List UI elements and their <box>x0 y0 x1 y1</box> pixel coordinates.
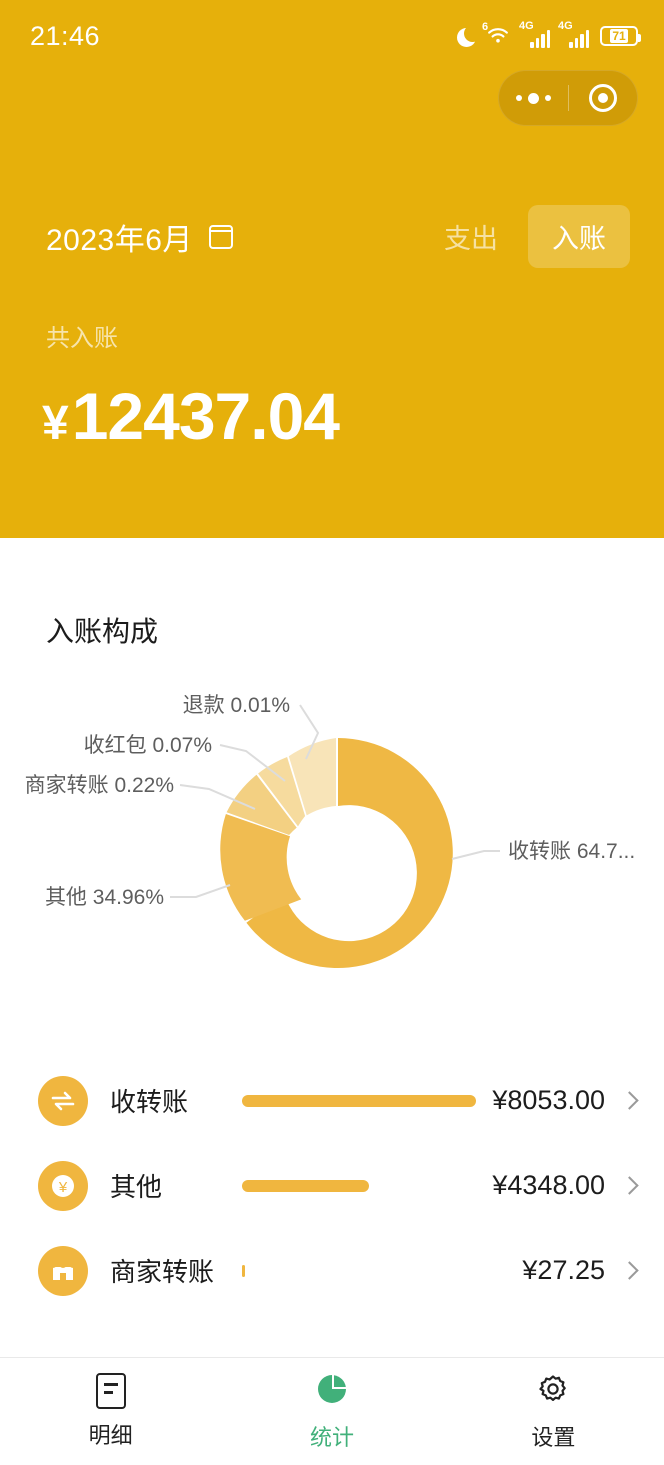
battery-level-label: 71 <box>610 29 628 43</box>
list-item-bar <box>242 1094 477 1107</box>
section-title: 入账构成 <box>46 616 159 647</box>
list-item-bar <box>242 1264 506 1277</box>
category-list: 收转账 ¥8053.00 ¥ 其他 ¥4348.00 <box>0 1058 664 1313</box>
signal-icon-1: 4G <box>519 20 550 48</box>
tab-detail-label: 明细 <box>88 1423 133 1448</box>
network-type-label-2: 4G <box>558 20 573 32</box>
selected-month-label: 2023年6月 <box>46 223 193 257</box>
gear-glyph <box>539 1374 567 1401</box>
list-item[interactable]: 商家转账 ¥27.25 <box>0 1228 664 1313</box>
chevron-right-icon[interactable] <box>620 1091 639 1110</box>
pie-chart-icon <box>315 1372 349 1411</box>
list-item-amount: ¥27.25 <box>522 1255 605 1285</box>
gear-icon <box>536 1372 570 1411</box>
yen-circle-glyph: ¥ <box>52 1174 74 1197</box>
donut-chart-svg: 退款 0.01% 收红包 0.07% 商家转账 0.22% 其他 34.96% … <box>25 694 635 968</box>
list-item-label: 其他 <box>110 1172 163 1202</box>
shop-icon <box>38 1245 88 1296</box>
chart-label-shouzhuanzhang: 收转账 64.7... <box>508 840 635 863</box>
tab-detail[interactable]: 明细 <box>0 1373 221 1450</box>
date-and-type-row: 2023年6月 支出 入账 <box>46 205 630 268</box>
battery-icon: 71 <box>600 26 641 46</box>
transfer-glyph <box>51 1091 75 1110</box>
slice-shouhongbao <box>258 757 306 827</box>
wifi-generation-label: 6 <box>482 21 489 33</box>
total-amount: ¥ 12437.04 <box>42 378 340 454</box>
chevron-right-icon[interactable] <box>620 1261 639 1280</box>
chart-label-tuikuan: 退款 0.01% <box>183 694 290 717</box>
status-icon-group: 6 4G 4G 71 <box>457 20 641 49</box>
signal-bars-1 <box>530 30 550 48</box>
list-item-bar <box>242 1179 476 1192</box>
slice-shouzhuanzhang <box>246 738 453 968</box>
signal-bars-2 <box>569 30 589 48</box>
status-clock: 21:46 <box>30 20 101 51</box>
more-menu-icon[interactable] <box>499 92 568 104</box>
tab-statistics[interactable]: 统计 <box>221 1372 442 1452</box>
pie-chart-glyph <box>317 1374 346 1403</box>
type-toggle: 支出 入账 <box>420 205 630 268</box>
signal-icon-2: 4G <box>558 20 589 48</box>
total-amount-value: 12437.04 <box>71 379 340 453</box>
miniprogram-capsule[interactable] <box>498 70 638 126</box>
yen-circle-icon: ¥ <box>38 1160 88 1211</box>
slice-shangjiazhuanzhang <box>226 774 297 835</box>
leader-line-shouhongbao <box>219 744 286 782</box>
tab-income[interactable]: 入账 <box>528 205 630 268</box>
wifi-glyph <box>488 28 508 43</box>
chevron-right-icon[interactable] <box>620 1176 639 1195</box>
tab-statistics-label: 统计 <box>309 1424 354 1450</box>
network-type-label-1: 4G <box>519 20 534 32</box>
list-item[interactable]: ¥ 其他 ¥4348.00 <box>0 1143 664 1228</box>
bottom-tab-bar: 明细 统计 设置 <box>0 1357 664 1465</box>
chart-label-qita: 其他 34.96% <box>45 886 164 909</box>
list-item[interactable]: 收转账 ¥8053.00 <box>0 1058 664 1143</box>
leader-line-qita <box>170 884 231 898</box>
leader-line-shangjiazhuanzhang <box>179 784 256 810</box>
list-item-amount: ¥4348.00 <box>492 1170 605 1200</box>
slice-tuikuan <box>288 738 336 816</box>
transfer-icon <box>38 1075 88 1126</box>
total-label: 共入账 <box>46 325 118 352</box>
moon-icon <box>457 23 481 49</box>
list-item-label: 商家转账 <box>110 1257 215 1287</box>
tab-settings-label: 设置 <box>531 1424 576 1450</box>
document-icon <box>95 1373 126 1409</box>
status-bar: 21:46 6 4G 4G <box>0 0 664 72</box>
month-picker[interactable]: 2023年6月 <box>46 215 233 259</box>
currency-symbol: ¥ <box>42 397 69 450</box>
leader-line-shouzhuanzhang <box>451 850 500 860</box>
list-item-label: 收转账 <box>110 1087 189 1117</box>
content-panel: 入账构成 退款 0.01% 收红包 0.07% <box>0 538 664 1465</box>
tab-expense[interactable]: 支出 <box>444 224 498 254</box>
leader-line-tuikuan <box>299 704 320 760</box>
capsule-divider <box>567 85 569 111</box>
list-item-amount: ¥8053.00 <box>492 1085 605 1115</box>
tab-settings[interactable]: 设置 <box>443 1372 664 1452</box>
wifi-icon: 6 <box>482 21 511 48</box>
slice-qita <box>220 814 302 921</box>
header-panel: 21:46 6 4G 4G <box>0 0 664 538</box>
income-composition-chart: 退款 0.01% 收红包 0.07% 商家转账 0.22% 其他 34.96% … <box>0 683 664 1023</box>
calendar-icon[interactable] <box>208 224 233 249</box>
close-target-icon[interactable] <box>569 84 638 112</box>
svg-text:¥: ¥ <box>58 1179 68 1196</box>
chart-label-shouhongbao: 收红包 0.07% <box>84 734 212 757</box>
chart-label-shangjiazhuanzhang: 商家转账 0.22% <box>25 774 174 797</box>
shop-glyph <box>52 1262 74 1280</box>
